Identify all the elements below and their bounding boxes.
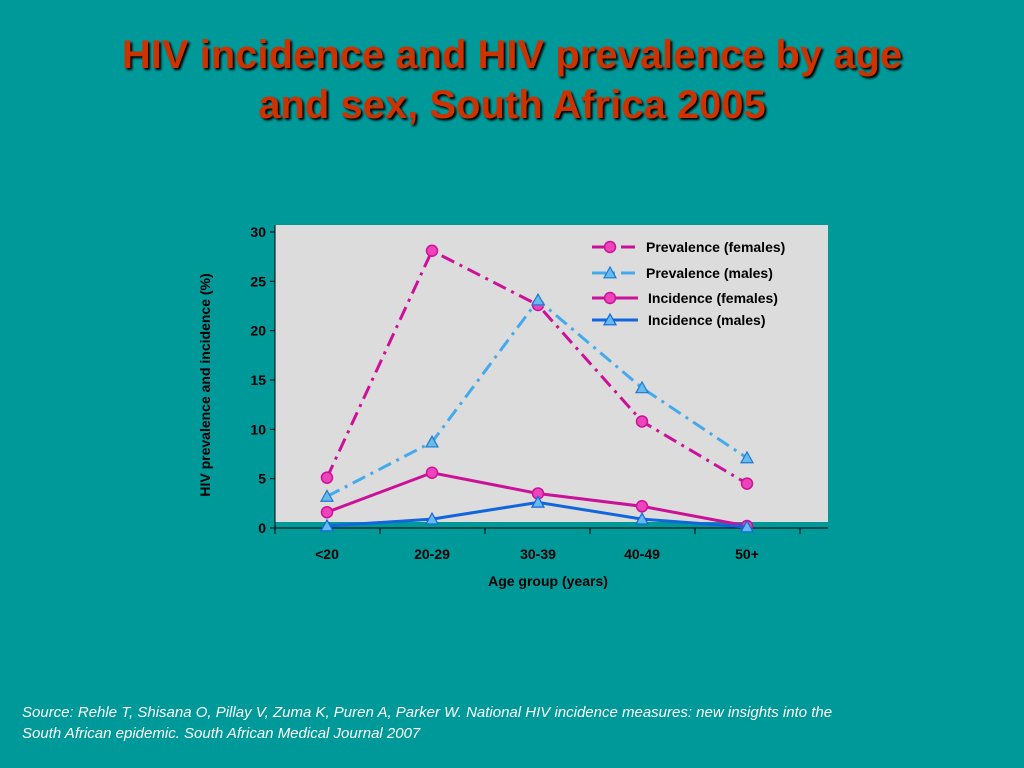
data-point (634, 380, 650, 394)
series-layer (319, 244, 755, 533)
series-3 (319, 495, 755, 533)
legend-marker (602, 265, 618, 279)
data-point (425, 244, 439, 257)
axes: 0 5 10 15 20 25 30 <20 20-29 30-39 40-49 50+ (250, 224, 828, 562)
y-tick-label: 30 (250, 224, 266, 240)
slide-title-line-1: HIV incidence and HIV prevalence by age (121, 33, 903, 77)
legend-label: Prevalence (males) (646, 265, 773, 281)
legend-label: Incidence (males) (648, 312, 766, 328)
y-tick-label: 0 (258, 520, 266, 536)
data-point (424, 511, 440, 525)
x-tick-label: 50+ (735, 546, 759, 562)
data-point (320, 505, 334, 519)
legend-label: Prevalence (females) (646, 239, 785, 255)
legend-item: Incidence (females) (592, 290, 778, 306)
data-point (424, 434, 440, 448)
data-point (740, 477, 754, 490)
series-1 (319, 292, 755, 502)
x-tick-label: 20-29 (414, 546, 450, 562)
data-point (634, 511, 650, 525)
source-citation: Source: Rehle T, Shisana O, Pillay V, Zu… (22, 704, 833, 742)
legend-item: Prevalence (males) (592, 265, 773, 281)
data-point (635, 500, 649, 513)
data-point (425, 466, 439, 479)
y-tick-label: 15 (250, 372, 266, 388)
data-point (530, 292, 546, 306)
legend-item: Incidence (males) (592, 312, 766, 328)
plot-area (275, 225, 828, 522)
data-point (739, 450, 755, 464)
data-point (635, 415, 649, 428)
legend-marker (603, 240, 617, 254)
legend-marker (603, 291, 617, 305)
slide-title-line-2: and sex, South Africa 2005 (258, 83, 766, 127)
x-tick-label: 40-49 (624, 546, 660, 562)
y-axis-label: HIV prevalence and incidence (%) (197, 273, 213, 496)
data-point (320, 471, 334, 484)
y-tick-label: 25 (250, 273, 266, 289)
line-chart: 0 5 10 15 20 25 30 <20 20-29 30-39 40-49 50+ Preval… (197, 224, 828, 589)
x-tick-label: <20 (315, 546, 339, 562)
y-tick-label: 5 (258, 471, 266, 487)
slide-title: HIV incidence and HIV prevalence by age … (0, 30, 1024, 130)
legend-label: Incidence (females) (648, 290, 778, 306)
legend-marker (602, 312, 618, 326)
legend-item: Prevalence (females) (592, 239, 785, 255)
x-axis-label: Age group (years) (488, 573, 608, 589)
data-point (319, 518, 335, 532)
y-tick-label: 10 (250, 421, 266, 437)
data-point (530, 495, 546, 508)
y-tick-label: 20 (250, 323, 266, 339)
data-point (319, 489, 335, 502)
x-tick-label: 30-39 (520, 546, 556, 562)
legend: Prevalence (females) Prevalence (males) In… (592, 239, 785, 328)
data-point (739, 519, 755, 533)
